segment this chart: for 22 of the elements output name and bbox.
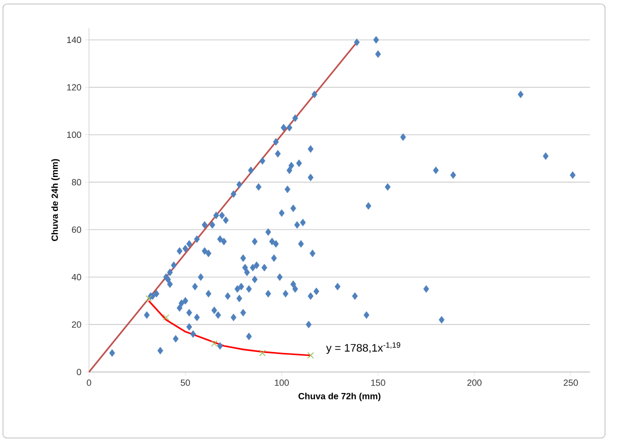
point — [307, 352, 314, 359]
point — [211, 340, 218, 347]
x-tick-label: 200 — [467, 380, 482, 386]
y-axis-title: Chuva de 24h (mm) — [51, 159, 60, 241]
y-tick-label: 80 — [72, 179, 82, 186]
y-tick-label: 40 — [72, 274, 82, 280]
y-tick-label: 100 — [67, 132, 82, 138]
point — [162, 314, 170, 321]
y-tick-label: 60 — [72, 226, 82, 233]
annotation: y = 1788,1x$^{-1,19}$ — [326, 342, 400, 354]
x-tick-label: 100 — [274, 380, 289, 386]
x-tick-label: 150 — [371, 380, 386, 386]
x-tick-label: 50 — [180, 380, 190, 386]
y-tick-label: 20 — [72, 321, 82, 328]
y-tick-label: 0 — [76, 368, 82, 376]
y-tick-label: 140 — [67, 36, 82, 44]
point — [146, 295, 152, 302]
point — [259, 350, 266, 356]
x-tick-label: 250 — [564, 380, 578, 386]
x-tick-label: 0 — [86, 380, 92, 386]
y-tick-label: 120 — [67, 84, 82, 90]
x-axis-title: Chuva de 72h (mm) — [298, 392, 380, 402]
